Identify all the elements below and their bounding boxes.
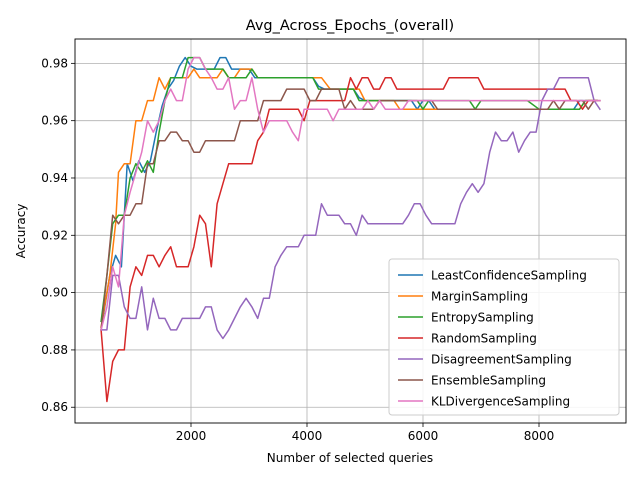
- legend-label: DisagreementSampling: [431, 353, 572, 367]
- legend-label: EnsembleSampling: [431, 374, 546, 388]
- y-tick-label: 0.90: [41, 286, 68, 300]
- x-tick-label: 8000: [524, 429, 555, 443]
- legend-item: KLDivergenceSampling: [398, 395, 570, 409]
- legend: LeastConfidenceSampling MarginSampling Ent…: [388, 258, 620, 416]
- y-tick-label: 0.92: [41, 228, 68, 242]
- series-lines: [100, 56, 601, 403]
- legend-box: [388, 258, 620, 416]
- series-line-randomsampling: [100, 76, 598, 403]
- legend-label: EntropySampling: [431, 311, 534, 325]
- chart-title: Avg_Across_Epochs_(overall): [246, 18, 454, 34]
- legend-item: EnsembleSampling: [398, 374, 546, 388]
- series-line-ensemblesampling: [100, 88, 601, 331]
- legend-label: RandomSampling: [431, 332, 537, 346]
- y-axis-label: Accuracy: [14, 204, 28, 259]
- legend-label: KLDivergenceSampling: [431, 395, 570, 409]
- x-tick-label: 2000: [176, 429, 207, 443]
- y-tick-label: 0.94: [41, 171, 68, 185]
- legend-label: MarginSampling: [431, 290, 528, 304]
- x-tick-label: 4000: [292, 429, 323, 443]
- x-axis-ticks: 2000 4000 6000 8000: [176, 423, 555, 443]
- x-tick-label: 6000: [408, 429, 439, 443]
- y-tick-label: 0.96: [41, 114, 68, 128]
- legend-item: EntropySampling: [398, 311, 534, 325]
- legend-label: LeastConfidenceSampling: [431, 269, 587, 283]
- series-line-kldivergencesampling: [100, 56, 601, 331]
- x-axis-label: Number of selected queries: [267, 451, 433, 465]
- plot-frame: [74, 38, 627, 424]
- y-tick-label: 0.98: [41, 56, 68, 70]
- legend-item: RandomSampling: [398, 332, 537, 346]
- series-line-disagreementsampling: [100, 76, 601, 340]
- legend-item: MarginSampling: [398, 290, 528, 304]
- legend-item: LeastConfidenceSampling: [398, 269, 587, 283]
- y-tick-label: 0.86: [41, 400, 68, 414]
- y-axis-ticks: 0.86 0.88 0.90 0.92 0.94 0.96 0.98: [41, 56, 75, 414]
- legend-item: DisagreementSampling: [398, 353, 572, 367]
- y-tick-label: 0.88: [41, 343, 68, 357]
